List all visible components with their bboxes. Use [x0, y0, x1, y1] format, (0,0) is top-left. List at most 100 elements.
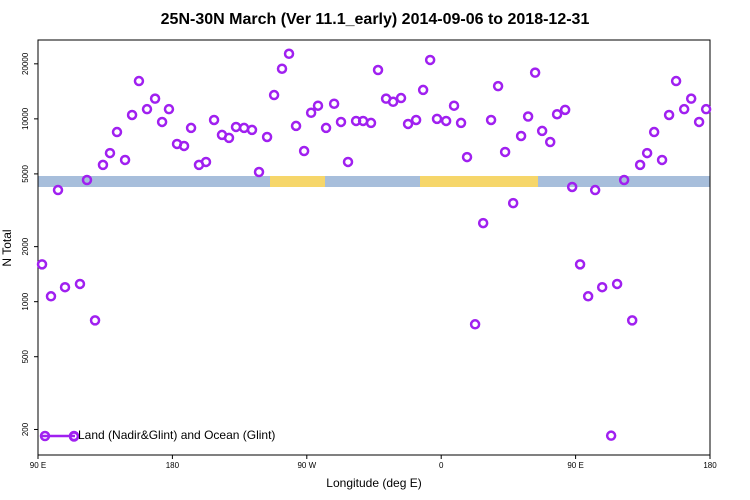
point — [74, 278, 86, 290]
point — [492, 80, 504, 92]
point — [290, 120, 302, 132]
x-tick-label: 0 — [439, 461, 444, 470]
point — [104, 147, 116, 159]
y-tick-label: 500 — [21, 349, 30, 363]
point — [574, 259, 586, 270]
point — [536, 125, 548, 137]
point — [566, 181, 578, 193]
point — [424, 54, 436, 66]
point — [544, 136, 556, 148]
point — [678, 103, 690, 115]
plot-frame — [37, 39, 711, 456]
point — [59, 281, 71, 293]
point — [253, 166, 265, 178]
point — [163, 103, 175, 115]
point — [410, 114, 422, 126]
point — [133, 75, 145, 87]
point — [431, 113, 443, 125]
legend-label: Land (Nadir&Glint) and Ocean (Glint) — [78, 428, 275, 442]
point — [119, 154, 131, 166]
point — [283, 48, 295, 60]
point — [97, 159, 109, 171]
point — [156, 116, 168, 128]
point — [448, 100, 460, 111]
point — [328, 98, 340, 109]
point — [611, 278, 623, 290]
point — [268, 89, 280, 101]
point — [342, 156, 354, 168]
point — [52, 184, 64, 196]
x-tick-label: 90 E — [567, 461, 583, 470]
point — [141, 103, 153, 115]
point — [89, 315, 101, 326]
point — [178, 140, 190, 152]
point — [522, 111, 534, 122]
y-tick-label: 20000 — [21, 52, 30, 75]
point — [149, 93, 161, 104]
point — [365, 117, 377, 129]
point — [685, 93, 697, 104]
point — [230, 121, 242, 133]
point — [618, 174, 630, 186]
point — [515, 130, 527, 142]
legend-marker — [68, 430, 80, 442]
chart-title: 25N-30N March (Ver 11.1_early) 2014-09-0… — [161, 11, 590, 28]
point — [477, 217, 489, 229]
point — [305, 107, 317, 119]
ocean-band — [38, 176, 710, 187]
land-band — [270, 176, 325, 187]
point — [582, 291, 594, 302]
y-axis-label: N Total — [0, 229, 14, 266]
point — [246, 124, 258, 136]
x-axis-label: Longitude (deg E) — [326, 476, 421, 490]
point — [261, 131, 273, 143]
point — [648, 126, 660, 138]
point — [670, 75, 682, 87]
point — [223, 132, 235, 144]
point — [626, 315, 638, 326]
point — [335, 116, 347, 128]
point — [605, 430, 617, 441]
point — [417, 84, 429, 96]
y-tick-label: 5000 — [21, 164, 30, 182]
point — [395, 92, 407, 104]
point — [111, 126, 123, 138]
x-tick-label: 90 E — [30, 461, 46, 470]
point — [700, 103, 712, 115]
point — [507, 197, 519, 209]
point — [455, 117, 467, 129]
point — [312, 100, 324, 111]
point — [529, 67, 541, 78]
x-tick-label: 180 — [166, 461, 180, 470]
land-band — [420, 176, 538, 187]
point — [298, 145, 310, 157]
x-tick-label: 90 W — [297, 461, 316, 470]
point — [693, 116, 705, 128]
point — [372, 64, 384, 76]
point — [320, 122, 332, 134]
y-tick-label: 200 — [21, 422, 30, 436]
y-tick-label: 10000 — [21, 107, 30, 130]
point — [276, 63, 288, 74]
point — [200, 156, 212, 168]
point — [461, 151, 473, 163]
point — [36, 259, 48, 270]
point — [469, 319, 481, 330]
y-tick-label: 1000 — [21, 292, 30, 310]
point — [81, 174, 93, 186]
point — [641, 147, 653, 159]
point — [499, 146, 511, 158]
x-tick-label: 180 — [703, 461, 717, 470]
point — [559, 104, 571, 116]
legend-marker — [39, 430, 51, 442]
point — [126, 109, 138, 121]
point — [589, 184, 601, 196]
point — [634, 159, 646, 171]
point — [440, 115, 452, 127]
point — [663, 109, 675, 121]
point — [656, 154, 668, 166]
point — [485, 114, 497, 126]
point — [208, 114, 220, 126]
point — [45, 291, 57, 302]
